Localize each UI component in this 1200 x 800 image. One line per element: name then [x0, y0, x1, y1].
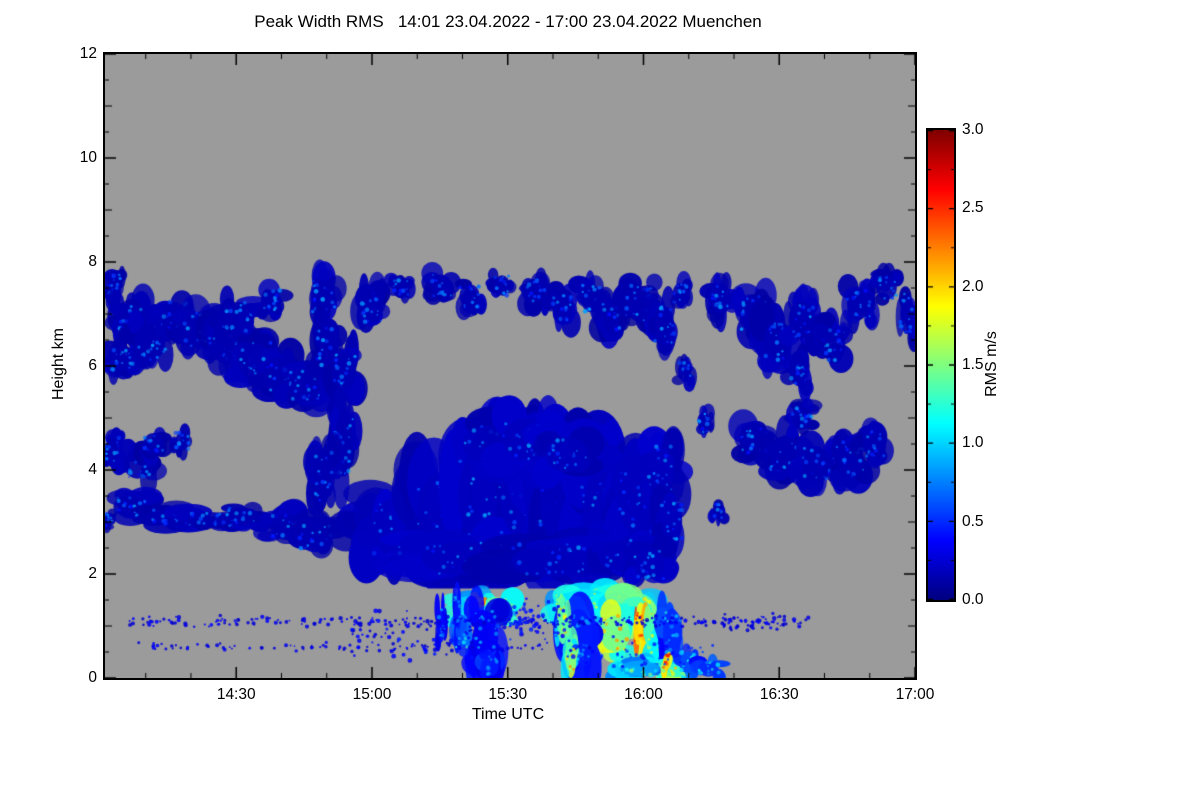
y-tick-label: 8	[88, 253, 97, 270]
y-tick-label: 4	[88, 461, 97, 478]
heatmap-canvas	[105, 54, 915, 678]
x-tick-label: 15:00	[352, 686, 392, 703]
colorbar-tick-label: 0.0	[962, 591, 984, 608]
y-tick-label: 6	[88, 357, 97, 374]
x-tick-label: 16:00	[624, 686, 663, 703]
y-tick-label: 10	[79, 149, 97, 166]
x-axis-label: Time UTC	[471, 706, 545, 723]
y-tick-label: 0	[88, 669, 97, 686]
x-tick-label: 16:30	[759, 686, 799, 703]
chart-title: Peak Width RMS 14:01 23.04.2022 - 17:00 …	[254, 12, 762, 31]
x-tick-label: 14:30	[216, 686, 256, 703]
y-axis-label: Height km	[50, 327, 67, 401]
y-tick-label: 12	[79, 45, 97, 62]
colorbar-tick-label: 2.5	[962, 199, 984, 217]
y-tick-label: 2	[88, 565, 97, 582]
colorbar-tick-label: 3.0	[962, 121, 984, 138]
colorbar-tick-label: 1.5	[962, 356, 984, 373]
colorbar-tick-label: 0.5	[962, 512, 984, 530]
x-tick-label: 15:30	[488, 686, 528, 703]
colorbar	[926, 128, 956, 602]
colorbar-tick-label: 1.0	[962, 434, 984, 452]
colorbar-tick-label: 2.0	[962, 277, 984, 295]
colorbar-canvas	[928, 130, 954, 600]
x-tick-label: 17:00	[895, 686, 935, 703]
colorbar-label: RMS m/s	[983, 331, 1000, 397]
